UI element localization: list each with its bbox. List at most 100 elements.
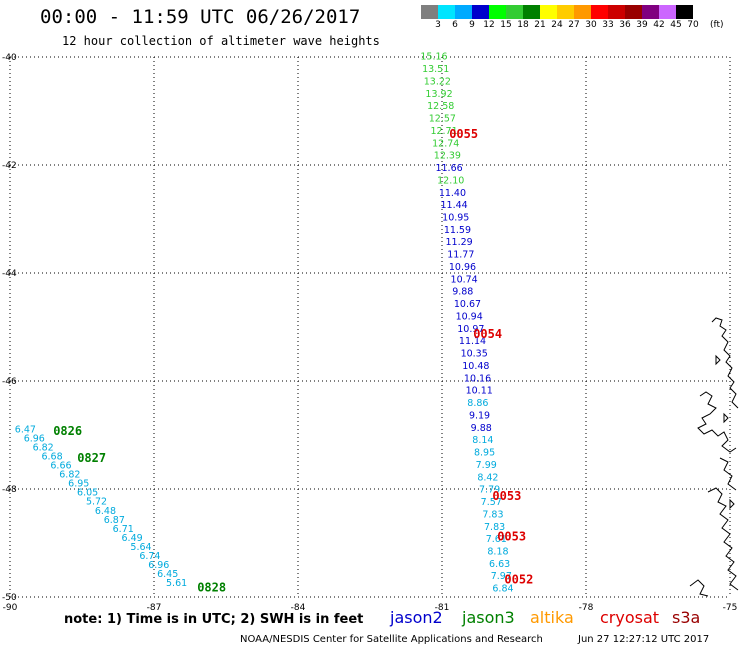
legend-label: 45 <box>670 20 682 30</box>
swh-reading: 6.82 <box>59 470 80 481</box>
lon-tick-label: -78 <box>579 603 594 613</box>
swh-reading: 6.71 <box>113 524 134 535</box>
legend-label: 12 <box>483 20 495 30</box>
legend-swatch <box>472 5 489 19</box>
swh-reading: 10.16 <box>464 373 491 384</box>
swh-reading: 6.95 <box>68 479 89 490</box>
swh-reading: 9.88 <box>471 423 492 434</box>
swh-reading: 5.64 <box>130 542 151 553</box>
legend-label: 36 <box>619 20 631 30</box>
satellite-altika-label: altika <box>530 608 574 627</box>
satellite-jason3-label: jason3 <box>462 608 515 627</box>
legend-swatch <box>421 5 438 19</box>
satellite-cryosat-label: cryosat <box>600 608 660 627</box>
track-jason-b: 6.476.966.826.686.666.826.956.055.726.48… <box>15 424 187 589</box>
lat-lon-grid <box>9 56 731 598</box>
swh-reading: 8.95 <box>474 448 495 459</box>
legend-swatch <box>591 5 608 19</box>
pass-time-label: 0828 <box>197 581 226 595</box>
lon-tick-label: -81 <box>435 603 450 613</box>
swh-reading: 10.35 <box>461 349 488 360</box>
swh-reading: 8.86 <box>467 398 488 409</box>
legend-label: 21 <box>534 20 546 30</box>
swh-reading: 12.74 <box>432 138 459 149</box>
swh-reading: 13.51 <box>422 64 449 75</box>
legend-label: 3 <box>435 20 441 30</box>
legend-swatch <box>659 5 676 19</box>
legend-label: 42 <box>653 20 665 30</box>
swh-reading: 7.83 <box>482 509 503 520</box>
swh-reading: 7.83 <box>484 522 505 533</box>
lat-tick-label: -46 <box>2 377 17 387</box>
lat-tick-label: -44 <box>2 269 17 279</box>
page-title: 00:00 - 11:59 UTC 06/26/2017 <box>40 6 361 28</box>
swh-reading: 11.40 <box>439 188 466 199</box>
color-legend: 3 6 9 12 15 18 21 24 27 30 33 36 39 42 45 70 (ft) <box>421 5 724 31</box>
coastline-shape <box>689 317 739 597</box>
lat-tick-label: -42 <box>2 161 17 171</box>
swh-reading: 11.44 <box>440 200 467 211</box>
legend-unit: (ft) <box>710 20 724 30</box>
swh-reading: 7.57 <box>481 497 502 508</box>
swh-reading: 11.29 <box>446 237 473 248</box>
legend-swatch <box>438 5 455 19</box>
legend-label: 39 <box>636 20 648 30</box>
units-note: note: 1) Time is in UTC; 2) SWH is in fe… <box>64 612 364 627</box>
legend-swatch <box>506 5 523 19</box>
pass-time-label: 0055 <box>449 127 478 141</box>
pass-time-label: 0053 <box>492 489 521 503</box>
swh-reading: 10.94 <box>456 311 483 322</box>
swh-reading: 6.63 <box>489 559 510 570</box>
swh-reading: 7.97 <box>491 571 512 582</box>
swh-reading: 11.66 <box>435 163 462 174</box>
swh-reading: 6.05 <box>77 488 98 499</box>
swh-reading: 10.97 <box>457 324 484 335</box>
legend-swatch <box>625 5 642 19</box>
swh-reading: 10.95 <box>442 213 469 224</box>
legend-label: 6 <box>452 20 458 30</box>
swh-reading: 10.96 <box>449 262 476 273</box>
swh-reading: 11.59 <box>444 225 471 236</box>
swh-reading: 6.68 <box>41 451 62 462</box>
pass-time-label: 0826 <box>53 424 82 438</box>
swh-reading: 6.87 <box>104 515 125 526</box>
swh-reading: 11.77 <box>447 250 474 261</box>
lat-tick-label: -40 <box>2 53 17 63</box>
axis-labels: -90 -87 -84 -81 -78 -75 -40 -42 -44 -46 -48 -50 <box>2 53 737 613</box>
legend-label: 24 <box>551 20 563 30</box>
legend-label: 27 <box>568 20 580 30</box>
swh-reading: 5.61 <box>166 578 187 589</box>
swh-reading: 6.48 <box>95 506 116 517</box>
legend-label: 18 <box>517 20 529 30</box>
swh-reading: 6.82 <box>33 442 54 453</box>
swh-reading: 10.67 <box>454 299 481 310</box>
pass-time-label: 0827 <box>77 451 106 465</box>
coastline <box>689 317 739 597</box>
swh-reading: 10.74 <box>451 274 478 285</box>
swh-reading: 12.39 <box>434 151 461 162</box>
swh-reading: 9.19 <box>469 410 490 421</box>
swh-reading: 13.92 <box>425 89 452 100</box>
legend-swatch <box>489 5 506 19</box>
lon-tick-label: -84 <box>291 603 306 613</box>
swh-reading: 6.47 <box>15 424 36 435</box>
swh-reading: 5.72 <box>86 497 107 508</box>
legend-swatch <box>574 5 591 19</box>
swh-reading: 10.48 <box>462 361 489 372</box>
swh-reading: 12.71 <box>430 126 457 137</box>
swh-reading: 9.88 <box>452 287 473 298</box>
legend-swatch <box>455 5 472 19</box>
legend-swatches <box>421 5 693 19</box>
lon-tick-label: -75 <box>723 603 738 613</box>
pass-time-labels: 0055 0054 0053 0053 0052 0826 0827 0828 <box>53 127 533 595</box>
swh-reading: 8.18 <box>487 546 508 557</box>
pass-time-label: 0052 <box>504 573 533 587</box>
swh-reading: 6.96 <box>148 560 169 571</box>
legend-swatch <box>608 5 625 19</box>
swh-reading: 7.79 <box>479 485 500 496</box>
lon-tick-label: -90 <box>3 603 18 613</box>
lat-tick-label: -48 <box>2 485 17 495</box>
legend-swatch <box>557 5 574 19</box>
legend-label: 9 <box>469 20 475 30</box>
